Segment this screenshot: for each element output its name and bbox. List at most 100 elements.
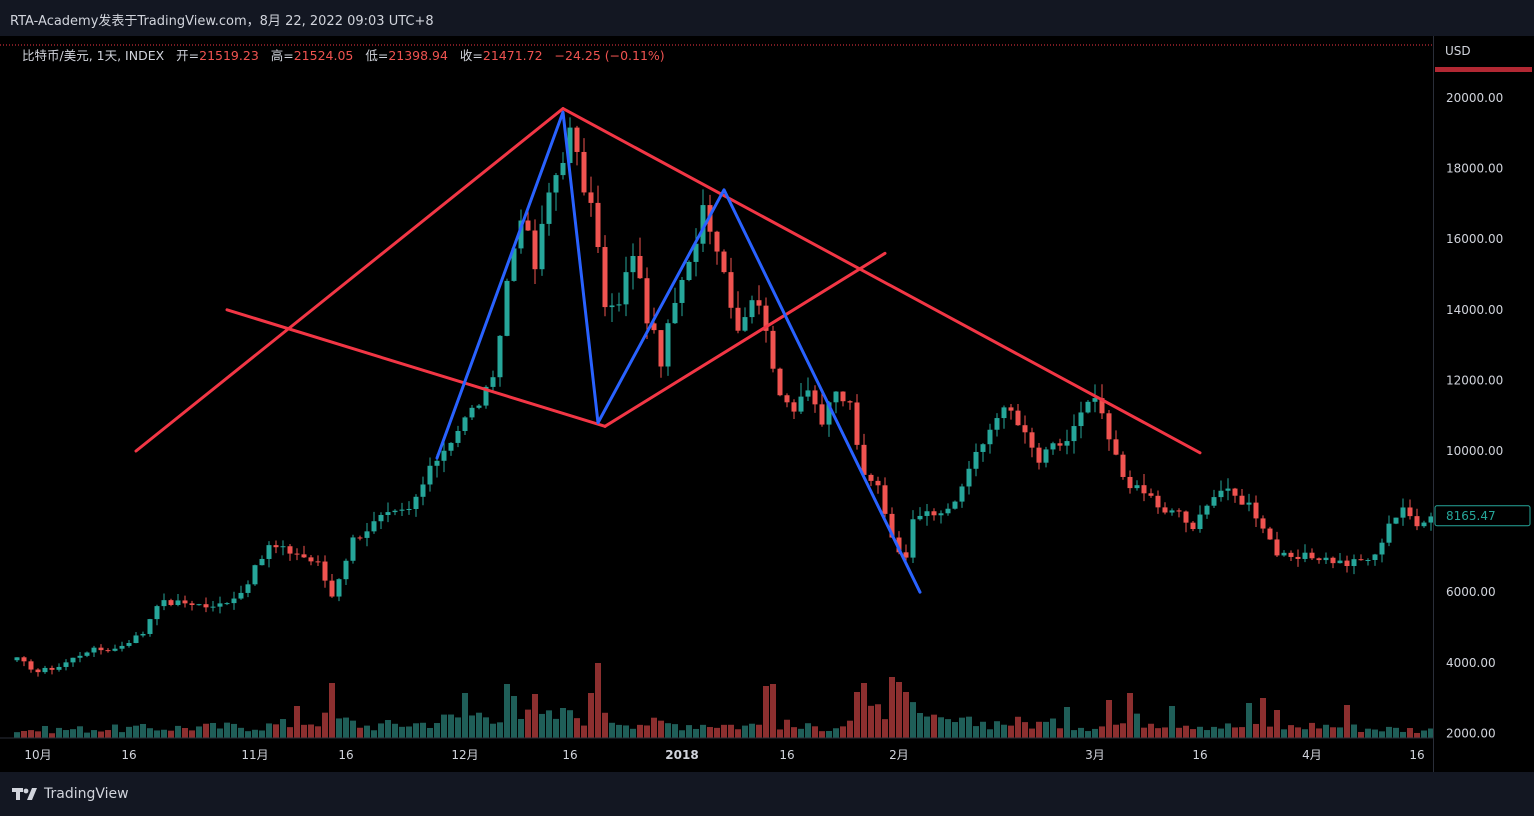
- candle-body[interactable]: [595, 202, 601, 248]
- candle-body[interactable]: [763, 305, 769, 331]
- candle-body[interactable]: [91, 647, 97, 653]
- candle-body[interactable]: [70, 657, 76, 663]
- candle-body[interactable]: [1141, 485, 1147, 494]
- candle-body[interactable]: [973, 451, 979, 469]
- candle-body[interactable]: [1029, 432, 1035, 448]
- candle-body[interactable]: [1344, 560, 1350, 567]
- candle-body[interactable]: [819, 404, 825, 425]
- candle-body[interactable]: [735, 307, 741, 331]
- candle-body[interactable]: [392, 510, 398, 513]
- candle-body[interactable]: [427, 465, 433, 485]
- candle-body[interactable]: [1162, 507, 1168, 513]
- candle-body[interactable]: [1260, 518, 1266, 529]
- candle-body[interactable]: [658, 330, 664, 367]
- candle-body[interactable]: [742, 317, 748, 331]
- candle-body[interactable]: [1148, 493, 1154, 496]
- candle-body[interactable]: [588, 192, 594, 203]
- candle-body[interactable]: [399, 509, 405, 511]
- candle-body[interactable]: [714, 231, 720, 252]
- candle-body[interactable]: [1155, 495, 1161, 508]
- candle-body[interactable]: [77, 655, 83, 658]
- candle-body[interactable]: [308, 557, 314, 562]
- candle-body[interactable]: [1015, 410, 1021, 426]
- candle-body[interactable]: [889, 513, 895, 538]
- candle-body[interactable]: [847, 401, 853, 403]
- candle-body[interactable]: [700, 205, 706, 244]
- candle-body[interactable]: [861, 444, 867, 475]
- candle-body[interactable]: [868, 474, 874, 481]
- candle-body[interactable]: [525, 220, 531, 231]
- candle-body[interactable]: [1274, 539, 1280, 556]
- candle-body[interactable]: [679, 279, 685, 303]
- candle-body[interactable]: [980, 444, 986, 452]
- candle-body[interactable]: [1421, 522, 1427, 527]
- candle-body[interactable]: [315, 561, 321, 563]
- candle-body[interactable]: [1267, 528, 1273, 540]
- candle-body[interactable]: [280, 546, 286, 548]
- candle-body[interactable]: [266, 545, 272, 559]
- candle-body[interactable]: [1386, 523, 1392, 543]
- candle-body[interactable]: [826, 402, 832, 425]
- candle-body[interactable]: [175, 600, 181, 605]
- candle-body[interactable]: [756, 300, 762, 306]
- candle-body[interactable]: [966, 468, 972, 487]
- candle-body[interactable]: [651, 323, 657, 331]
- candle-body[interactable]: [28, 661, 34, 670]
- candle-body[interactable]: [14, 657, 20, 661]
- candle-body[interactable]: [511, 248, 517, 281]
- candle-body[interactable]: [196, 604, 202, 606]
- chart-area[interactable]: USD 20000.00 18000.00 16000.00 14000.00 12000…: [0, 36, 1534, 772]
- candle-body[interactable]: [336, 579, 342, 597]
- candle-body[interactable]: [441, 450, 447, 461]
- candle-body[interactable]: [1183, 511, 1189, 523]
- candle-body[interactable]: [945, 508, 951, 514]
- candle-body[interactable]: [1309, 552, 1315, 559]
- price-chart[interactable]: USD 20000.00 18000.00 16000.00 14000.00 12000…: [0, 36, 1534, 772]
- candle-body[interactable]: [56, 666, 62, 670]
- candle-body[interactable]: [840, 391, 846, 402]
- candle-body[interactable]: [203, 604, 209, 608]
- candle-body[interactable]: [1001, 407, 1007, 419]
- candle-body[interactable]: [273, 545, 279, 548]
- candle-body[interactable]: [371, 521, 377, 532]
- candle-body[interactable]: [343, 560, 349, 580]
- candle-body[interactable]: [406, 508, 412, 510]
- candle-body[interactable]: [938, 513, 944, 516]
- candle-body[interactable]: [105, 650, 111, 652]
- symbol-label[interactable]: 比特币/美元, 1天, INDEX: [22, 48, 165, 63]
- candle-body[interactable]: [1393, 517, 1399, 524]
- candle-body[interactable]: [1169, 510, 1175, 513]
- candle-body[interactable]: [483, 386, 489, 406]
- candle-body[interactable]: [1365, 559, 1371, 561]
- candle-body[interactable]: [476, 405, 482, 408]
- candle-body[interactable]: [1022, 425, 1028, 433]
- candle-body[interactable]: [448, 442, 454, 451]
- candle-body[interactable]: [42, 667, 48, 673]
- candle-body[interactable]: [1176, 510, 1182, 512]
- candle-body[interactable]: [1043, 449, 1049, 463]
- candle-body[interactable]: [1337, 560, 1343, 564]
- candle-body[interactable]: [1414, 516, 1420, 527]
- candle-body[interactable]: [1323, 557, 1329, 561]
- candle-body[interactable]: [665, 323, 671, 367]
- candle-body[interactable]: [434, 460, 440, 466]
- candle-body[interactable]: [1120, 454, 1126, 477]
- candle-body[interactable]: [910, 519, 916, 558]
- candle-body[interactable]: [168, 600, 174, 605]
- candle-body[interactable]: [119, 645, 125, 649]
- candle-body[interactable]: [1428, 516, 1434, 523]
- candle-body[interactable]: [791, 402, 797, 412]
- candle-body[interactable]: [777, 368, 783, 396]
- candle-body[interactable]: [1239, 495, 1245, 505]
- candle-body[interactable]: [1281, 552, 1287, 556]
- candle-body[interactable]: [644, 278, 650, 324]
- candle-body[interactable]: [931, 511, 937, 516]
- candle-body[interactable]: [728, 272, 734, 308]
- candle-body[interactable]: [252, 565, 258, 585]
- pattern-line-zigzag-blue[interactable]: [435, 110, 922, 594]
- candle-body[interactable]: [532, 230, 538, 270]
- candle-body[interactable]: [98, 647, 104, 651]
- candle-body[interactable]: [287, 546, 293, 554]
- candle-body[interactable]: [294, 553, 300, 555]
- candle-body[interactable]: [189, 603, 195, 606]
